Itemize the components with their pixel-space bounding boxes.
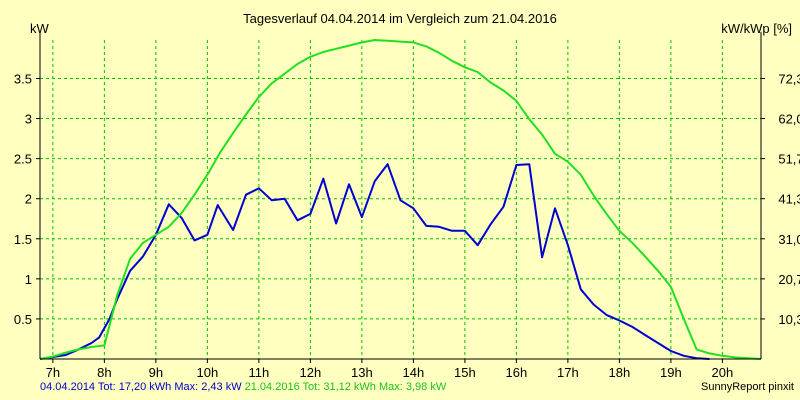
y-left-tick-label: 3.5 <box>14 71 32 86</box>
x-tick-label: 18h <box>609 365 631 380</box>
x-tick-label: 11h <box>249 365 270 380</box>
y-left-tick-label: 3 <box>25 112 32 127</box>
y-axis-right-label: kW/kWp [%] <box>721 21 792 36</box>
series-layer <box>39 39 762 360</box>
y-right-tick-label: 62,0 <box>778 112 800 127</box>
series-line-04042014 <box>39 163 710 360</box>
axes <box>36 32 765 363</box>
x-tick-label: 14h <box>403 365 425 380</box>
y-right-tick-label: 72,3 <box>778 71 800 86</box>
footer-stats: 04.04.2014 Tot: 17,20 kWh Max: 2,43 kW 2… <box>40 381 446 393</box>
chart-title: Tagesverlauf 04.04.2014 im Vergleich zum… <box>243 11 557 26</box>
x-tick-label: 13h <box>351 365 373 380</box>
y-right-tick-label: 31,0 <box>778 232 800 247</box>
x-tick-label: 15h <box>454 365 476 380</box>
y-left-tick-label: 1 <box>25 272 32 287</box>
y-axis-left-label: kW <box>30 21 50 36</box>
tick-labels: 7h 8h 9h 10h 11h 12h 13h 14h 15h 16h 17h 18h 19h 20h 0… <box>14 71 800 380</box>
x-tick-label: 7h <box>46 365 60 380</box>
series-line-21042016 <box>39 39 762 360</box>
x-tick-label: 10h <box>197 365 219 380</box>
x-tick-label: 19h <box>660 365 682 380</box>
y-left-tick-label: 2 <box>25 192 32 207</box>
x-tick-label: 16h <box>506 365 528 380</box>
x-tick-label: 9h <box>149 365 163 380</box>
y-right-tick-label: 10,3 <box>778 312 800 327</box>
y-right-tick-label: 20,7 <box>778 272 800 287</box>
y-left-tick-label: 2.5 <box>14 152 32 167</box>
series-2016-stats: 21.04.2016 Tot: 31,12 kWh Max: 3,98 kW <box>244 381 447 393</box>
x-tick-label: 20h <box>712 365 734 380</box>
x-tick-label: 8h <box>97 365 111 380</box>
y-right-tick-label: 51,7 <box>778 152 800 167</box>
y-left-tick-label: 0.5 <box>14 312 32 327</box>
series-2014-stats: 04.04.2014 Tot: 17,20 kWh Max: 2,43 kW <box>40 381 242 393</box>
brand-label: SunnyReport pinxit <box>701 381 794 393</box>
y-right-tick-label: 41,3 <box>778 192 800 207</box>
y-left-tick-label: 1.5 <box>14 232 32 247</box>
x-tick-label: 12h <box>300 365 322 380</box>
x-tick-label: 17h <box>557 365 579 380</box>
